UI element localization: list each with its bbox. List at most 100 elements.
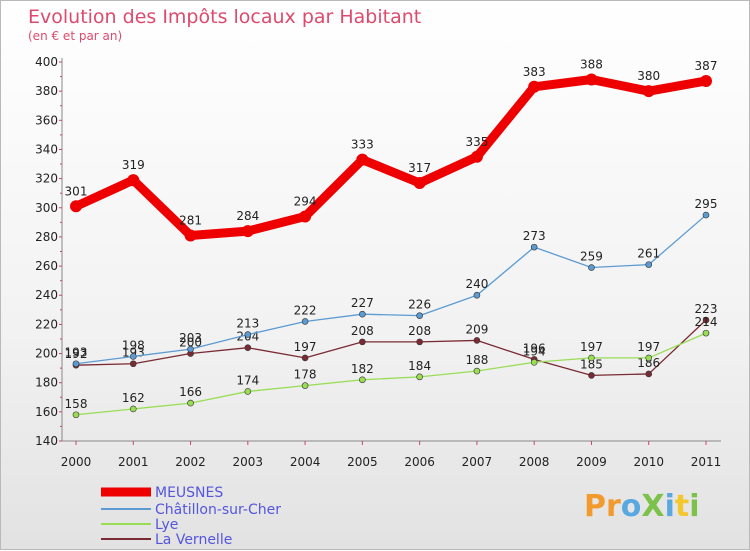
data-label: 317 bbox=[408, 161, 431, 175]
legend-label: MEUSNES bbox=[155, 485, 223, 501]
data-label: 182 bbox=[351, 362, 374, 376]
data-label: 388 bbox=[580, 57, 603, 71]
axes: 140 160 180 200 220 240 260 280 300 320 340 360 380 4… bbox=[35, 55, 721, 469]
data-label: 198 bbox=[122, 338, 145, 352]
y-tick-label: 140 bbox=[35, 434, 58, 448]
y-tick-label: 300 bbox=[35, 201, 58, 215]
data-point bbox=[700, 74, 712, 87]
data-label: 294 bbox=[294, 195, 317, 209]
x-tick-label: 2004 bbox=[290, 455, 321, 469]
data-label: 213 bbox=[236, 317, 259, 331]
data-point bbox=[129, 353, 137, 360]
y-tick-label: 360 bbox=[35, 113, 58, 127]
data-label: 185 bbox=[580, 357, 603, 371]
data-label: 227 bbox=[351, 296, 374, 310]
data-point bbox=[127, 174, 140, 187]
data-label: 284 bbox=[236, 209, 259, 223]
x-tick-label: 2000 bbox=[61, 455, 92, 469]
data-label: 186 bbox=[637, 356, 660, 370]
data-point bbox=[70, 200, 82, 213]
x-tick-label: 2007 bbox=[462, 455, 493, 469]
legend-label: Châtillon-sur-Cher bbox=[155, 502, 281, 518]
data-point bbox=[416, 312, 423, 319]
y-tick-label: 400 bbox=[35, 55, 58, 69]
data-point bbox=[530, 358, 538, 366]
data-label: 197 bbox=[580, 340, 603, 354]
series-layer: 1921932002041972082082091961851862231581… bbox=[65, 57, 718, 419]
data-point bbox=[642, 85, 655, 98]
data-point bbox=[356, 153, 369, 166]
data-label: 197 bbox=[637, 340, 660, 354]
data-point bbox=[244, 331, 252, 338]
series-line bbox=[75, 214, 707, 365]
logo-letter: o bbox=[621, 489, 642, 524]
data-label: 158 bbox=[65, 397, 88, 411]
data-point bbox=[301, 382, 309, 389]
x-tick-label: 2008 bbox=[519, 455, 550, 469]
series-meusnes: 301 319 281 284 294 333 317 335 383 388 380 387 bbox=[65, 57, 718, 242]
data-label: 178 bbox=[294, 368, 317, 382]
data-point bbox=[702, 211, 710, 219]
data-label: 192 bbox=[65, 347, 88, 361]
data-label: 273 bbox=[523, 229, 546, 243]
data-point bbox=[244, 344, 252, 352]
data-label: 209 bbox=[465, 322, 488, 336]
data-point bbox=[187, 399, 194, 407]
data-label: 223 bbox=[695, 302, 718, 316]
data-label: 184 bbox=[408, 359, 431, 373]
series-line bbox=[75, 319, 707, 377]
data-point bbox=[301, 318, 309, 325]
data-point bbox=[416, 373, 423, 381]
data-label: 197 bbox=[294, 340, 317, 354]
data-label: 196 bbox=[523, 341, 546, 355]
data-point bbox=[359, 376, 366, 384]
x-tick-label: 2009 bbox=[576, 455, 607, 469]
data-label: 380 bbox=[637, 69, 660, 83]
y-tick-label: 240 bbox=[35, 288, 58, 302]
data-point bbox=[528, 80, 541, 93]
series-ch-tillon-sur-cher: 193 198 203 213 222 227 226 240 273 259 261 295 bbox=[65, 197, 717, 368]
logo-letter: i bbox=[689, 489, 699, 524]
data-label: 387 bbox=[695, 59, 718, 73]
chart-title: Evolution des Impôts locaux par Habitant bbox=[28, 6, 421, 28]
data-point bbox=[184, 229, 197, 242]
chart-subtitle: (en € et par an) bbox=[28, 29, 122, 43]
data-point bbox=[244, 388, 252, 395]
data-label: 261 bbox=[637, 247, 660, 261]
data-point bbox=[588, 264, 595, 271]
data-label: 214 bbox=[695, 315, 718, 329]
data-point bbox=[645, 261, 653, 268]
data-point bbox=[72, 411, 80, 419]
data-label: 194 bbox=[523, 344, 546, 358]
x-tick-label: 2011 bbox=[691, 455, 722, 469]
data-point bbox=[473, 337, 481, 344]
data-label: 259 bbox=[580, 250, 603, 264]
data-label: 166 bbox=[179, 385, 202, 399]
data-label: 174 bbox=[236, 373, 259, 387]
data-label: 208 bbox=[408, 324, 431, 338]
data-point bbox=[588, 354, 595, 362]
data-point bbox=[702, 316, 710, 324]
data-label: 222 bbox=[294, 303, 317, 317]
data-label: 188 bbox=[465, 353, 488, 367]
data-point bbox=[473, 367, 481, 375]
data-point bbox=[129, 360, 137, 368]
series-la-vernelle: 192193200204197208208209196185186223 bbox=[65, 302, 718, 379]
y-tick-label: 320 bbox=[35, 172, 58, 186]
y-tick-label: 200 bbox=[35, 347, 58, 361]
data-label: 319 bbox=[122, 158, 145, 172]
data-point bbox=[585, 73, 598, 86]
data-point bbox=[413, 176, 426, 189]
y-tick-label: 220 bbox=[35, 317, 58, 331]
y-tick-label: 180 bbox=[35, 376, 58, 390]
x-tick-label: 2010 bbox=[633, 455, 664, 469]
data-label: 193 bbox=[65, 346, 88, 360]
legend-item: Châtillon-sur-Cher bbox=[101, 502, 281, 518]
data-point bbox=[187, 345, 194, 353]
x-tick-label: 2002 bbox=[175, 455, 206, 469]
data-label: 335 bbox=[465, 135, 488, 149]
x-tick-label: 2001 bbox=[118, 455, 149, 469]
data-point bbox=[72, 360, 80, 368]
